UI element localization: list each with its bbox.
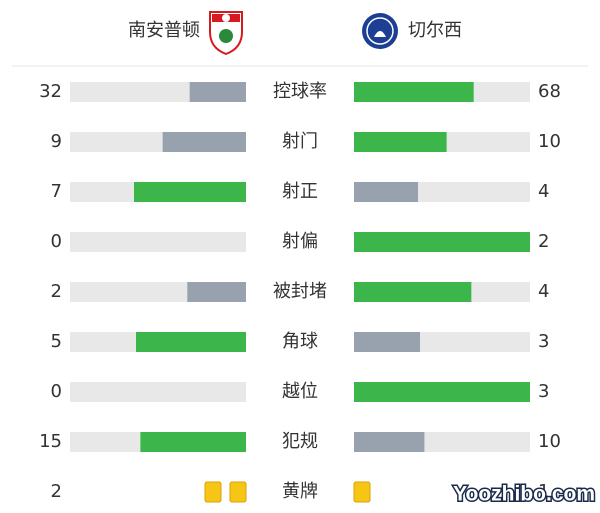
away-bar: [354, 432, 425, 452]
home-bar: [134, 182, 246, 202]
home-value: 15: [39, 431, 62, 452]
home-track: [70, 382, 246, 402]
stat-label: 射门: [282, 131, 318, 152]
home-value: 2: [51, 281, 62, 302]
away-value: 3: [538, 331, 549, 352]
home-team-name: 南安普顿: [128, 20, 200, 41]
stat-label: 黄牌: [282, 481, 318, 502]
stat-label: 犯规: [282, 431, 318, 452]
away-bar: [354, 332, 420, 352]
home-bar: [136, 332, 246, 352]
home-value: 9: [51, 131, 62, 152]
away-bar: [354, 282, 472, 302]
away-bar: [354, 82, 474, 102]
away-value: 10: [538, 131, 561, 152]
stat-label: 控球率: [273, 81, 327, 102]
away-bar: [354, 182, 418, 202]
home-logo: [209, 11, 243, 56]
home-value: 0: [51, 381, 62, 402]
away-value: 3: [538, 381, 549, 402]
home-value: 2: [51, 481, 62, 502]
home-value: 5: [51, 331, 62, 352]
home-track: [70, 232, 246, 252]
stat-label: 射偏: [282, 231, 318, 252]
home-value: 7: [51, 181, 62, 202]
home-bar: [187, 282, 246, 302]
watermark: Yoozhibo.com: [453, 483, 595, 506]
stat-label: 被封堵: [273, 281, 327, 302]
away-bar: [354, 382, 530, 402]
away-value: 4: [538, 181, 549, 202]
home-value: 0: [51, 231, 62, 252]
stat-label: 越位: [282, 381, 318, 402]
home-bar: [162, 132, 246, 152]
away-value: 68: [538, 81, 561, 102]
away-bar: [354, 132, 447, 152]
away-value: 4: [538, 281, 549, 302]
away-value: 10: [538, 431, 561, 452]
away-value: 1: [538, 481, 549, 502]
home-bar: [189, 82, 246, 102]
stat-label: 角球: [282, 331, 318, 352]
home-value: 32: [39, 81, 62, 102]
away-value: 2: [538, 231, 549, 252]
home-card: [229, 481, 247, 503]
stat-label: 射正: [282, 181, 318, 202]
away-team-name: 切尔西: [408, 20, 462, 41]
home-bar: [140, 432, 246, 452]
home-card: [204, 481, 222, 503]
away-bar: [354, 232, 530, 252]
away-card: [353, 481, 371, 503]
away-logo: [362, 13, 398, 49]
